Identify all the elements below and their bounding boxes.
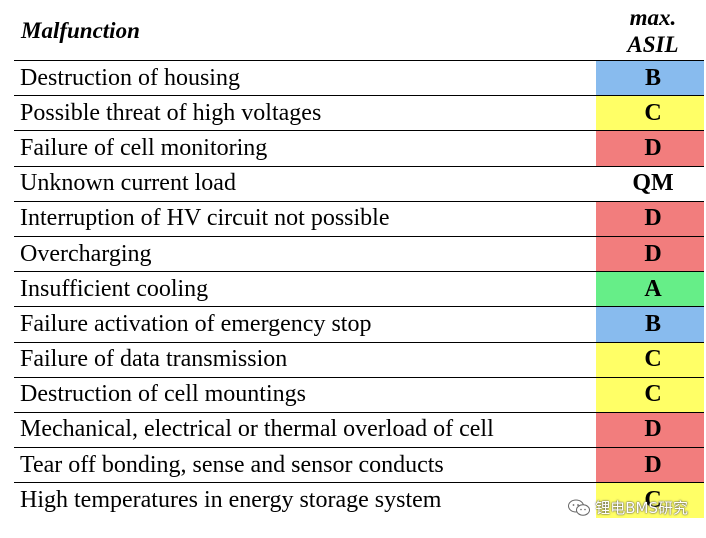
- malfunction-cell: Unknown current load: [20, 170, 236, 197]
- table-row: Insufficient cooling A: [14, 272, 704, 308]
- watermark: 锂电BMS研究: [568, 497, 688, 518]
- asil-cell: B: [596, 307, 704, 342]
- malfunction-cell: Destruction of cell mountings: [20, 381, 306, 408]
- asil-header-line1: max.: [629, 5, 677, 30]
- table-row: Failure of data transmission C: [14, 342, 704, 378]
- wechat-icon: [568, 499, 591, 516]
- malfunction-cell: Overcharging: [20, 240, 152, 267]
- malfunction-cell: Interruption of HV circuit not possible: [20, 205, 390, 232]
- table-row: Mechanical, electrical or thermal overlo…: [14, 412, 704, 449]
- table-row: High temperatures in energy storage syst…: [14, 483, 704, 519]
- malfunction-cell: Possible threat of high voltages: [20, 99, 322, 126]
- watermark-text: 锂电BMS研究: [595, 499, 688, 517]
- malfunction-cell: Failure of cell monitoring: [20, 134, 268, 161]
- asil-table: Malfunction max. ASIL Destruction of hou…: [14, 2, 704, 519]
- table-row: Failure of cell monitoring D: [14, 131, 704, 167]
- table-row: Unknown current load QM: [14, 166, 704, 202]
- table-row: Interruption of HV circuit not possible D: [14, 201, 704, 237]
- asil-cell: B: [596, 61, 704, 96]
- asil-header-line2: ASIL: [627, 32, 679, 57]
- malfunction-cell: Failure activation of emergency stop: [20, 310, 372, 337]
- asil-cell: C: [596, 483, 704, 519]
- asil-cell: D: [596, 236, 704, 272]
- asil-column-header: max. ASIL: [596, 2, 704, 60]
- asil-cell: A: [596, 272, 704, 307]
- table-row: Destruction of housing B: [14, 61, 704, 97]
- malfunction-cell: Mechanical, electrical or thermal overlo…: [20, 416, 494, 443]
- asil-cell: D: [596, 131, 704, 166]
- table-row: Destruction of cell mountings C: [14, 377, 704, 413]
- malfunction-cell: Destruction of housing: [20, 64, 240, 91]
- malfunction-cell: Failure of data transmission: [20, 346, 288, 373]
- asil-cell: D: [596, 412, 704, 448]
- table-header: Malfunction max. ASIL: [14, 2, 704, 61]
- asil-cell: D: [596, 201, 704, 236]
- asil-cell: C: [596, 96, 704, 131]
- malfunction-column-header: Malfunction: [21, 18, 140, 43]
- asil-cell: C: [596, 377, 704, 412]
- asil-cell: C: [596, 342, 704, 377]
- asil-cell: D: [596, 448, 704, 483]
- malfunction-cell: Insufficient cooling: [20, 275, 209, 302]
- table-row: Possible threat of high voltages C: [14, 96, 704, 132]
- table-row: Failure activation of emergency stop B: [14, 307, 704, 343]
- table-row: Overcharging D: [14, 236, 704, 273]
- table-body: Destruction of housing B Possible threat o…: [14, 61, 704, 519]
- table-row: Tear off bonding, sense and sensor condu…: [14, 448, 704, 484]
- malfunction-cell: Tear off bonding, sense and sensor condu…: [20, 451, 444, 478]
- asil-cell: QM: [596, 166, 704, 201]
- malfunction-cell: High temperatures in energy storage syst…: [20, 487, 442, 514]
